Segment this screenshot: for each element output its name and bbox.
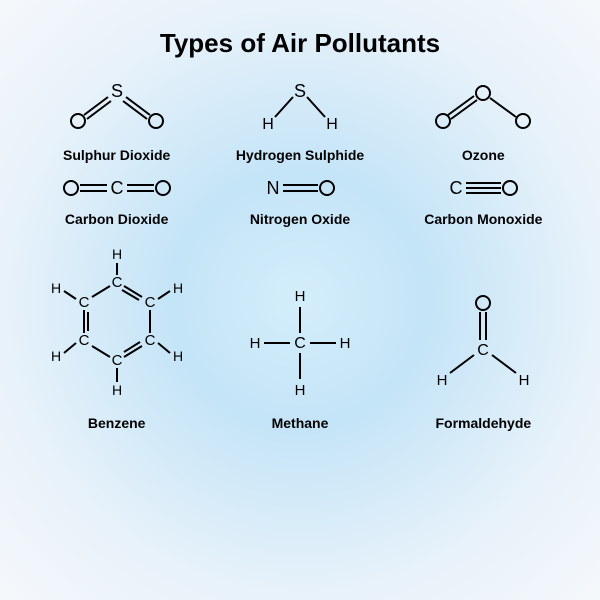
svg-text:H: H: [326, 116, 338, 133]
infographic-container: Types of Air Pollutants S Sulphur Dioxid…: [0, 0, 600, 600]
svg-text:C: C: [110, 178, 123, 198]
molecule-label: Nitrogen Oxide: [250, 211, 350, 227]
molecule-cell-sulphur-dioxide: S Sulphur Dioxide: [30, 79, 203, 163]
molecule-cell-ozone: Ozone: [397, 79, 570, 163]
molecule-cell-hydrogen-sulphide: S H H Hydrogen Sulphide: [213, 79, 386, 163]
svg-text:C: C: [111, 274, 122, 291]
svg-text:C: C: [78, 332, 89, 349]
svg-text:H: H: [112, 382, 122, 398]
svg-text:S: S: [111, 81, 123, 101]
svg-text:H: H: [519, 372, 530, 389]
molecule-label: Carbon Monoxide: [424, 211, 542, 227]
svg-text:C: C: [450, 178, 463, 198]
svg-text:H: H: [437, 372, 448, 389]
diagram-sulphur-dioxide: S: [62, 79, 172, 139]
diagram-methane: C H H H H: [235, 277, 365, 407]
svg-text:H: H: [173, 348, 183, 364]
page-title: Types of Air Pollutants: [30, 28, 570, 59]
svg-text:H: H: [262, 116, 274, 133]
svg-text:C: C: [294, 335, 306, 352]
svg-text:C: C: [478, 342, 490, 359]
svg-text:H: H: [173, 280, 183, 296]
svg-text:N: N: [266, 178, 279, 198]
molecule-label: Benzene: [88, 415, 146, 431]
svg-text:H: H: [295, 382, 306, 399]
molecule-label: Formaldehyde: [435, 415, 531, 431]
svg-text:C: C: [78, 294, 89, 311]
svg-text:C: C: [111, 352, 122, 369]
molecule-label: Sulphur Dioxide: [63, 147, 170, 163]
molecule-label: Carbon Dioxide: [65, 211, 168, 227]
molecule-cell-methane: C H H H H Methane: [213, 237, 386, 431]
molecule-cell-benzene: C C C C C C H: [30, 237, 203, 431]
svg-text:S: S: [294, 81, 306, 101]
svg-text:C: C: [144, 332, 155, 349]
molecule-grid: S Sulphur Dioxide S H: [30, 79, 570, 431]
diagram-carbon-dioxide: C: [57, 173, 177, 203]
molecule-cell-formaldehyde: C H H Formaldehyde: [397, 237, 570, 431]
molecule-cell-carbon-monoxide: C Carbon Monoxide: [397, 173, 570, 227]
molecule-cell-nitrogen-oxide: N Nitrogen Oxide: [213, 173, 386, 227]
diagram-carbon-monoxide: C: [438, 173, 528, 203]
svg-text:H: H: [250, 335, 261, 352]
svg-text:H: H: [51, 280, 61, 296]
svg-text:H: H: [340, 335, 351, 352]
svg-text:H: H: [112, 246, 122, 262]
molecule-cell-carbon-dioxide: C Carbon Dioxide: [30, 173, 203, 227]
diagram-nitrogen-oxide: N: [255, 173, 345, 203]
diagram-formaldehyde: C H H: [418, 277, 548, 407]
svg-text:H: H: [295, 288, 306, 305]
diagram-hydrogen-sulphide: S H H: [250, 79, 350, 139]
svg-text:H: H: [51, 348, 61, 364]
diagram-benzene: C C C C C C H: [32, 237, 202, 407]
diagram-ozone: [423, 79, 543, 139]
molecule-label: Methane: [272, 415, 329, 431]
molecule-label: Hydrogen Sulphide: [236, 147, 364, 163]
svg-text:C: C: [144, 294, 155, 311]
molecule-label: Ozone: [462, 147, 505, 163]
